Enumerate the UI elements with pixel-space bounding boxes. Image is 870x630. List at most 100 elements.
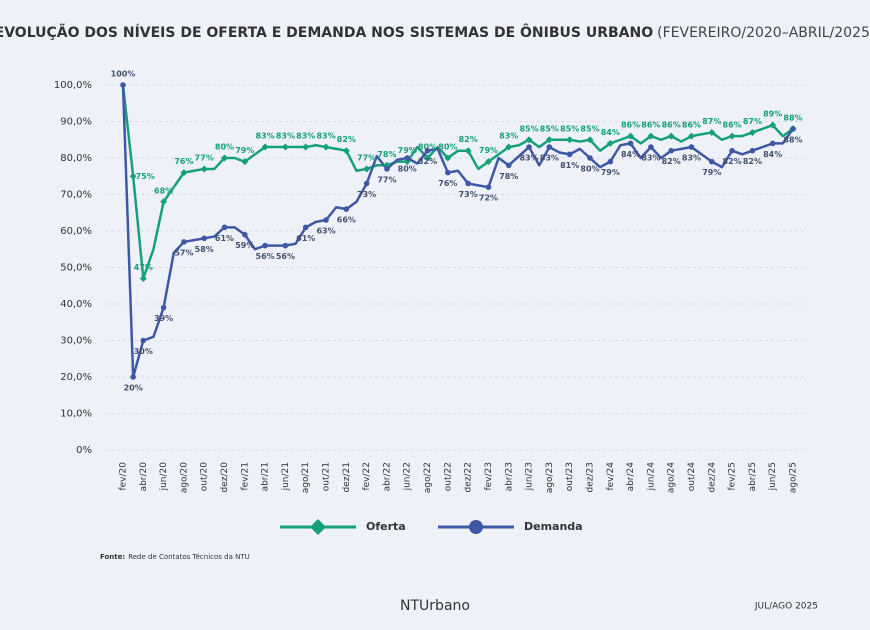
value-label: 82% bbox=[459, 135, 478, 144]
x-tick-label: out/24 bbox=[687, 462, 697, 491]
data-point bbox=[323, 217, 329, 223]
value-label: 80% bbox=[418, 143, 437, 152]
subtitle: (FEVEREIRO/2020–ABRIL/2025) bbox=[657, 25, 870, 41]
value-label: 82% bbox=[743, 157, 762, 166]
x-tick-label: fev/20 bbox=[119, 462, 129, 491]
value-label: 83% bbox=[519, 154, 538, 163]
data-point bbox=[221, 224, 228, 231]
data-point bbox=[587, 155, 593, 161]
value-label: 82% bbox=[723, 157, 742, 166]
x-tick-label: ago/25 bbox=[789, 462, 799, 493]
value-label: 59% bbox=[235, 241, 254, 250]
data-point bbox=[769, 121, 777, 129]
value-label: 88% bbox=[783, 135, 802, 144]
chart-title: EVOLUÇÃO DOS NÍVEIS DE OFERTA E DEMANDA … bbox=[0, 23, 870, 41]
y-tick-label: 30,0% bbox=[60, 336, 92, 347]
value-label: 79% bbox=[702, 168, 721, 177]
value-label: 80% bbox=[580, 165, 599, 174]
x-tick-label: jun/23 bbox=[525, 462, 535, 491]
y-tick-label: 80,0% bbox=[60, 153, 92, 164]
x-tick-label: ago/22 bbox=[423, 462, 433, 493]
value-label: 85% bbox=[580, 124, 599, 133]
y-tick-label: 90,0% bbox=[60, 117, 92, 128]
source-text: Rede de Contatos Técnicos da NTU bbox=[128, 553, 250, 561]
series-line bbox=[121, 84, 795, 379]
data-point bbox=[181, 239, 187, 245]
data-point bbox=[221, 154, 229, 162]
value-label: 79% bbox=[601, 168, 620, 177]
data-point bbox=[363, 180, 370, 187]
data-point bbox=[667, 132, 675, 140]
data-point bbox=[139, 274, 147, 282]
value-label: 89% bbox=[763, 110, 782, 119]
value-label: 86% bbox=[621, 121, 640, 130]
data-point bbox=[688, 144, 695, 150]
x-tick-label: ago/23 bbox=[545, 462, 555, 493]
data-point bbox=[404, 155, 411, 161]
data-point bbox=[525, 136, 533, 144]
data-point bbox=[749, 147, 756, 154]
x-tick-label: jun/22 bbox=[403, 462, 413, 491]
value-label: 57% bbox=[174, 248, 193, 257]
value-label: 83% bbox=[296, 132, 315, 141]
data-point bbox=[484, 158, 492, 166]
x-tick-label: abr/22 bbox=[382, 462, 392, 491]
legend-marker bbox=[310, 519, 326, 535]
x-tick-label: out/22 bbox=[443, 462, 453, 491]
x-tick-label: out/21 bbox=[322, 462, 332, 491]
value-label: 79% bbox=[479, 146, 498, 155]
data-point bbox=[120, 82, 126, 88]
data-point bbox=[627, 140, 634, 147]
value-label: 83% bbox=[641, 154, 660, 163]
data-point bbox=[302, 143, 310, 151]
y-tick-label: 60,0% bbox=[60, 226, 92, 237]
x-tick-label: fev/22 bbox=[362, 462, 372, 491]
y-tick-label: 100,0% bbox=[54, 80, 92, 91]
data-point bbox=[445, 169, 451, 176]
data-point bbox=[566, 151, 573, 158]
data-point bbox=[505, 162, 512, 169]
data-point bbox=[566, 136, 574, 144]
value-label: 83% bbox=[682, 154, 701, 163]
data-point bbox=[261, 143, 269, 151]
data-point bbox=[424, 154, 432, 162]
data-point bbox=[465, 180, 471, 187]
data-point bbox=[140, 337, 147, 344]
value-label: 75% bbox=[136, 172, 155, 181]
x-tick-label: jun/21 bbox=[281, 462, 291, 491]
y-tick-label: 70,0% bbox=[60, 190, 92, 201]
data-point bbox=[322, 143, 330, 151]
value-label: 100% bbox=[111, 70, 136, 79]
value-label: 88% bbox=[783, 113, 802, 122]
data-point bbox=[384, 166, 390, 172]
x-tick-label: jun/25 bbox=[768, 462, 778, 491]
data-point bbox=[302, 224, 309, 231]
x-tick-label: ago/20 bbox=[179, 462, 189, 493]
value-label: 30% bbox=[134, 347, 153, 356]
value-label: 83% bbox=[499, 132, 518, 141]
x-tick-label: abr/20 bbox=[139, 462, 149, 492]
value-label: 78% bbox=[377, 150, 396, 159]
value-label: 80% bbox=[438, 143, 457, 152]
value-label: 76% bbox=[438, 179, 457, 188]
value-label: 77% bbox=[195, 153, 214, 162]
data-point bbox=[160, 304, 167, 311]
x-tick-label: fev/24 bbox=[606, 462, 616, 491]
value-label: 86% bbox=[662, 121, 681, 130]
x-tick-label: out/23 bbox=[565, 462, 575, 491]
value-label: 85% bbox=[540, 124, 559, 133]
data-point bbox=[505, 143, 513, 151]
data-point bbox=[687, 132, 695, 140]
data-point bbox=[424, 147, 431, 154]
y-tick-label: 50,0% bbox=[60, 263, 92, 274]
x-tick-label: dez/20 bbox=[220, 462, 230, 493]
series-line bbox=[121, 84, 794, 280]
value-label: 66% bbox=[337, 216, 356, 225]
x-tick-label: jun/20 bbox=[159, 462, 169, 492]
data-point bbox=[343, 206, 350, 212]
x-tick-label: fev/23 bbox=[484, 462, 494, 491]
x-tick-label: fev/25 bbox=[728, 462, 738, 491]
value-label: 79% bbox=[398, 146, 417, 155]
value-label: 82% bbox=[418, 157, 437, 166]
